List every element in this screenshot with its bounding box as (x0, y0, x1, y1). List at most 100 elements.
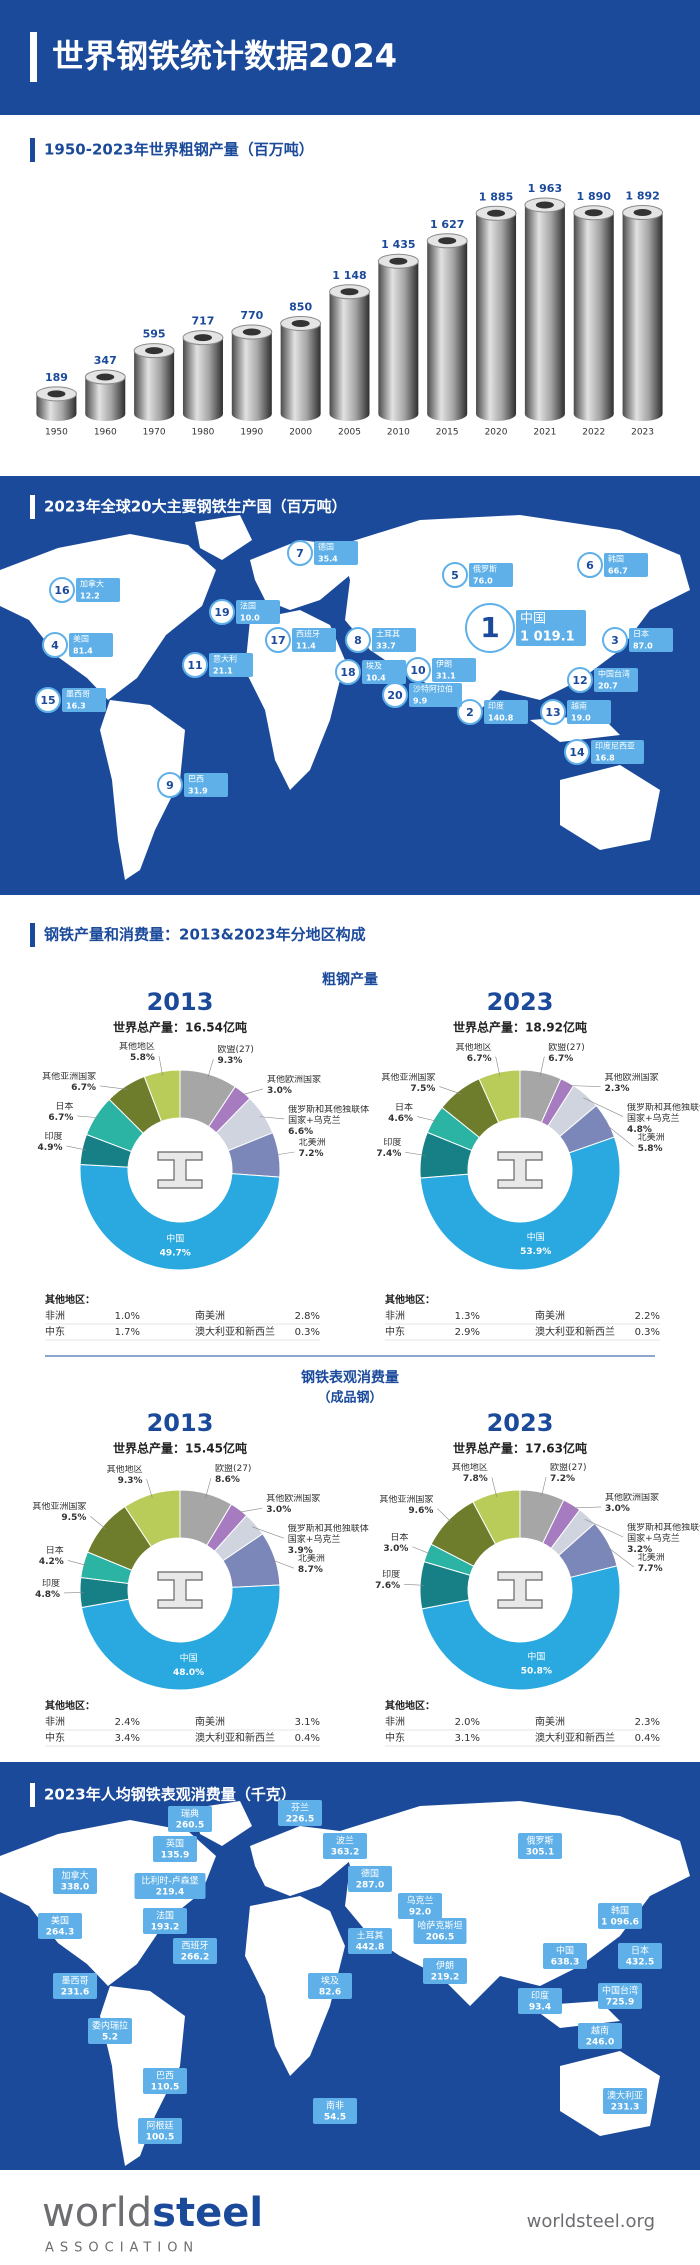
logo-part: steel (152, 2190, 263, 2236)
x-tick-label: 2023 (631, 428, 654, 438)
country-value: 10.0 (240, 614, 260, 623)
rank-number: 9 (166, 779, 174, 792)
segment-name: 其他地区 (455, 1042, 492, 1053)
country-value: 20.7 (598, 682, 618, 691)
segment-name: 印度 (382, 1570, 401, 1581)
leader-line (569, 1506, 602, 1509)
leader-line (77, 1115, 100, 1119)
segment-value: 7.2% (550, 1473, 575, 1484)
donut-segment (124, 1489, 181, 1548)
rank-pin (540, 699, 566, 725)
segment-name: 日本 (395, 1102, 414, 1113)
label-box: 欧盟(27) 8.6% (215, 1464, 301, 1486)
country-value: 226.5 (286, 1815, 314, 1825)
cylinder (329, 284, 370, 421)
cylinder-base (85, 407, 126, 421)
country-label-box (409, 683, 462, 707)
donut-segment (80, 1584, 281, 1691)
rank-number: 11 (187, 659, 202, 672)
cylinder (35, 386, 77, 421)
value-label: 1 885 (479, 190, 513, 203)
country-name: 中国台湾 (598, 669, 630, 679)
country-value: 219.4 (156, 1888, 184, 1898)
value-label: 1 148 (332, 269, 366, 282)
segment-value: 5.8% (637, 1143, 663, 1154)
segment-label: 日本6.7% (48, 1102, 73, 1123)
rank-pin (287, 540, 313, 566)
rank-pin (567, 667, 593, 693)
table-name: 澳大利亚和新西兰 (535, 1731, 615, 1744)
country-value: 231.3 (611, 2103, 639, 2113)
country-label-box (53, 1868, 97, 1894)
country-name: 西班牙 (296, 629, 320, 639)
x-tick-label: 1960 (94, 428, 117, 438)
country-name: 土耳其 (356, 1930, 383, 1942)
cylinder-base (476, 407, 517, 421)
country-name: 阿根廷 (146, 2120, 173, 2132)
segment-value: 48.0% (173, 1668, 204, 1678)
total-label: 世界总产量：17.63亿吨 (453, 1441, 587, 1456)
x-tick-label: 2022 (582, 428, 605, 438)
table-value: 0.3% (635, 1327, 660, 1338)
label-box: 印度 7.4% (315, 1138, 401, 1160)
leader-line (604, 1544, 634, 1568)
rank-number: 2 (466, 706, 474, 719)
leader-line (274, 1151, 295, 1156)
country-label-box (236, 600, 280, 624)
country-name: 意大利 (213, 654, 237, 664)
segment-name: 其他亚洲国家 (42, 1071, 97, 1082)
segment-name: 其他欧洲国家 (604, 1072, 659, 1083)
segment-value: 3.0% (266, 1085, 292, 1096)
leader-line (100, 1085, 128, 1090)
label-box: 其他亚洲国家 9.6% (347, 1495, 433, 1517)
table-value: 2.0% (455, 1717, 480, 1728)
cylinder-hole (633, 209, 652, 217)
leader-line (412, 1546, 432, 1555)
table-value: 2.9% (455, 1327, 480, 1338)
year-title: 2023 (487, 988, 554, 1016)
segment-value: 8.7% (297, 1565, 323, 1576)
rank-pin (335, 659, 361, 685)
country-name: 印度尼西亚 (595, 741, 635, 751)
table-name: 澳大利亚和新西兰 (195, 1325, 275, 1338)
country-name: 乌克兰 (406, 1895, 433, 1907)
table-name: 南美洲 (535, 1715, 565, 1728)
country-value: 338.0 (61, 1883, 89, 1893)
country-name: 美国 (73, 634, 89, 644)
country-value: 5.2 (102, 2033, 118, 2043)
segment-value: 3.0% (604, 1503, 630, 1514)
country-name: 西班牙 (181, 1940, 208, 1952)
country-label-box (168, 1806, 212, 1832)
country-name: 南非 (326, 2100, 344, 2112)
country-value: 219.2 (431, 1973, 459, 1983)
segment-name: 中国 (180, 1652, 198, 1664)
leader-line (67, 1560, 88, 1566)
segment-label: 印度7.6% (375, 1570, 401, 1591)
table-name: 澳大利亚和新西兰 (535, 1325, 615, 1338)
center-icon (157, 1571, 203, 1609)
country-value: 31.1 (436, 672, 456, 681)
segment-name: 其他亚洲国家 (381, 1072, 436, 1083)
cylinder (524, 197, 566, 421)
leader-line (495, 1056, 501, 1077)
country-name: 日本 (631, 1945, 649, 1957)
table-title: 其他地区： (45, 1699, 95, 1712)
segment-name: 北美洲 (297, 1554, 325, 1565)
cylinder-hole (584, 209, 603, 217)
rank-number: 20 (387, 689, 403, 702)
label-box: 俄罗斯和其他独联体国家+乌克兰 4.8% (627, 1103, 700, 1136)
logo-part: world (42, 2190, 152, 2236)
country-name: 澳大利亚 (607, 2090, 643, 2102)
rank-number: 13 (545, 706, 560, 719)
total-label: 世界总产量：15.45亿吨 (113, 1441, 247, 1456)
label-box: 其他欧洲国家 3.0% (266, 1494, 352, 1516)
table-name: 非洲 (385, 1310, 405, 1322)
label-box: 其他地区 9.3% (57, 1465, 143, 1487)
